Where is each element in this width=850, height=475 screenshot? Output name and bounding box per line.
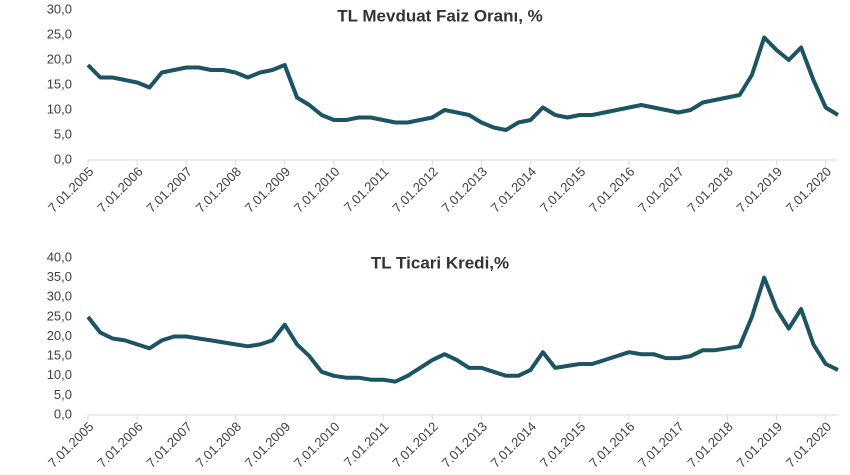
x-tick-label: 7.01.2009	[242, 419, 294, 471]
y-tick-label: 35,0	[47, 269, 72, 284]
y-tick-label: 0,0	[54, 406, 72, 421]
x-tick-label: 7.01.2005	[45, 164, 97, 216]
x-tick-label: 7.01.2007	[143, 164, 195, 216]
y-tick-label: 30,0	[47, 1, 72, 16]
x-tick-label: 7.01.2020	[783, 419, 835, 471]
x-tick-label: 7.01.2017	[635, 419, 687, 471]
x-tick-label: 7.01.2011	[341, 164, 392, 215]
y-tick-label: 10,0	[47, 367, 72, 382]
x-tick-label: 7.01.2007	[143, 419, 195, 471]
x-tick-label: 7.01.2010	[291, 419, 343, 471]
x-tick-label: 7.01.2018	[684, 164, 736, 216]
y-tick-label: 25,0	[47, 26, 72, 41]
y-tick-label: 0,0	[54, 151, 72, 166]
x-tick-label: 7.01.2008	[193, 164, 245, 216]
y-tick-label: 10,0	[47, 101, 72, 116]
x-tick-label: 7.01.2011	[341, 419, 392, 470]
y-tick-label: 25,0	[47, 308, 72, 323]
chart-title: TL Mevduat Faiz Oranı, %	[337, 6, 543, 25]
x-tick-label: 7.01.2016	[586, 419, 638, 471]
series-line	[86, 35, 840, 132]
x-tick-label: 7.01.2006	[94, 419, 146, 471]
y-tick-label: 30,0	[47, 289, 72, 304]
x-tick-label: 7.01.2008	[193, 419, 245, 471]
x-tick-label: 7.01.2012	[389, 164, 441, 216]
x-tick-label: 7.01.2013	[438, 164, 490, 216]
x-tick-label: 7.01.2016	[586, 164, 638, 216]
x-tick-label: 7.01.2018	[684, 419, 736, 471]
x-tick-label: 7.01.2012	[389, 419, 441, 471]
x-tick-label: 7.01.2015	[537, 419, 589, 471]
y-tick-label: 20,0	[47, 51, 72, 66]
x-tick-label: 7.01.2014	[488, 419, 540, 471]
x-tick-label: 7.01.2017	[635, 164, 687, 216]
y-tick-label: 5,0	[54, 387, 72, 402]
x-tick-label: 7.01.2019	[734, 164, 786, 216]
x-tick-label: 7.01.2014	[488, 164, 540, 216]
y-tick-label: 5,0	[54, 126, 72, 141]
chart-title: TL Ticari Kredi,%	[371, 253, 509, 272]
series-line	[86, 275, 839, 384]
x-tick-label: 7.01.2005	[45, 419, 97, 471]
y-tick-label: 40,0	[47, 249, 72, 264]
y-tick-label: 15,0	[47, 348, 72, 363]
y-tick-label: 15,0	[47, 76, 72, 91]
x-tick-label: 7.01.2020	[783, 164, 835, 216]
x-tick-label: 7.01.2013	[438, 419, 490, 471]
x-tick-label: 7.01.2009	[242, 164, 294, 216]
y-tick-label: 20,0	[47, 328, 72, 343]
x-tick-label: 7.01.2019	[734, 419, 786, 471]
x-tick-label: 7.01.2006	[94, 164, 146, 216]
x-tick-label: 7.01.2015	[537, 164, 589, 216]
x-tick-label: 7.01.2010	[291, 164, 343, 216]
